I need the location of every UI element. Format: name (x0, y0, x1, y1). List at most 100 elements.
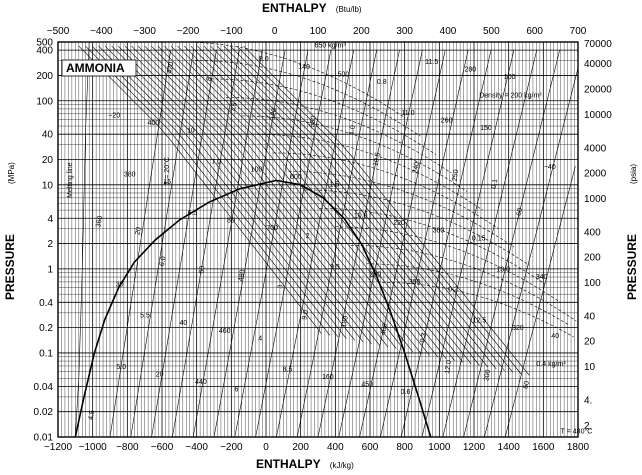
x-top-tick-label: −400 (90, 26, 113, 37)
curve-label: 9.0 (301, 310, 310, 321)
y-left-tick-label: 4 (47, 214, 53, 225)
curve-label: 0.2 (448, 287, 458, 294)
curve-label: 100 (251, 166, 263, 173)
curve-label: 250 (451, 169, 460, 182)
curve-label: 400 (148, 120, 160, 127)
y-left-tick-label: 0.01 (34, 433, 54, 444)
curve-label: 6.0 (159, 256, 168, 267)
isentrope-curve (151, 50, 217, 438)
saturated-liquid-line (74, 179, 277, 438)
curve-label: 8 (206, 77, 214, 82)
curve-label: 0.6 (401, 389, 411, 396)
curve-label: 40 (180, 320, 188, 327)
curve-label: 10 (187, 128, 195, 135)
y-left-tick-label: 200 (36, 71, 53, 82)
curve-label: 30 (116, 282, 124, 289)
curve-label: 180 (341, 315, 350, 328)
chart-title: AMMONIA (66, 61, 125, 75)
curve-label: 380 (124, 171, 136, 178)
y-left-tick-label: 100 (36, 96, 53, 107)
x-bottom-axis-title: ENTHALPY (256, 457, 321, 471)
x-top-tick-label: 0 (272, 26, 278, 37)
y-right-tick-label: 20 (584, 337, 596, 348)
isotherm-curve (190, 45, 464, 363)
x-top-axis-label: ENTHALPY (Btu/lb) (262, 1, 362, 15)
curve-label: 260 (441, 118, 453, 125)
curve-label: 200 (369, 271, 381, 278)
curve-label: 360 (95, 215, 104, 228)
x-top-tick-label: 400 (440, 26, 457, 37)
y-right-tick-label: 10000 (584, 110, 612, 121)
isochore-curve (257, 134, 483, 211)
curve-label: 300 (433, 228, 445, 235)
curve-label: 13.0 (496, 266, 510, 273)
isentrope-curve (380, 50, 469, 438)
curve-label: 400 (380, 323, 389, 336)
x-top-tick-label: −300 (133, 26, 156, 37)
isotherm-curve (216, 45, 497, 370)
y-right-axis-title: PRESSURE (625, 234, 639, 300)
curve-annotations: Density = 200 kg/m³ 650 kg/m³ 0.4 kg/m³ T =… (67, 43, 592, 436)
curve-label: Melting line (67, 162, 74, 198)
x-top-tick-label: 700 (570, 26, 587, 37)
isochore-curve (194, 60, 421, 137)
x-top-tick-label: 100 (310, 26, 327, 37)
grid (57, 41, 579, 438)
isotherm-curve (124, 45, 380, 346)
isentrope-curve (504, 166, 576, 438)
curve-label: 450 (361, 382, 373, 389)
isochore-curve (335, 226, 561, 303)
curve-label: 350 (409, 279, 421, 286)
isentrope-curve (400, 50, 492, 438)
y-left-tick-label: 40 (42, 130, 54, 141)
y-right-tick-label: 20000 (584, 85, 612, 96)
curve-label: 20 (156, 371, 164, 378)
curve-label: 3 (277, 284, 285, 289)
curve-label: 12.0 (444, 360, 453, 375)
y-right-tick-labels: 70000 40000 20000 10000 4000 2000 1000 400 200 10… (584, 39, 612, 432)
isochore-curve (304, 189, 530, 266)
isochore-curve (350, 245, 577, 322)
curve-label: 9.5 (330, 264, 340, 271)
curve-label: 8.0 (259, 56, 269, 63)
y-left-tick-label: 500 (36, 38, 53, 49)
x-top-tick-label: 600 (526, 26, 543, 37)
x-top-axis-unit: (Btu/lb) (336, 5, 362, 14)
x-top-tick-label: −500 (47, 26, 70, 37)
isochore-curve (226, 97, 452, 174)
x-top-tick-label: 300 (396, 26, 413, 37)
isochore-curve (272, 152, 499, 229)
curve-label: 11.0 (401, 110, 414, 117)
curve-label: 7.5 (230, 102, 239, 113)
isotherm-curve (111, 45, 364, 343)
curve-label: 8.5 (283, 366, 293, 373)
isochore-curve (382, 282, 574, 338)
x-bottom-tick-label: 1800 (567, 442, 590, 453)
curve-label: 440 (195, 379, 207, 386)
saturated-vapor-line (276, 179, 432, 438)
isotherm-curve (98, 45, 347, 339)
isentrope-curve (442, 50, 537, 438)
isotherm-curve (78, 45, 322, 334)
isotherm-curve (177, 45, 447, 359)
y-left-tick-label: 2 (47, 239, 53, 250)
y-left-tick-label: 1 (47, 264, 53, 275)
x-bottom-tick-label: −1200 (44, 442, 73, 453)
curve-label: 220 (393, 220, 405, 227)
isotherm-curve (131, 45, 389, 348)
x-bottom-axis-label: ENTHALPY (kJ/kg) (256, 457, 354, 471)
isotherm-curve (164, 45, 430, 356)
y-left-tick-label: 20 (42, 155, 54, 166)
curve-label: −40 (544, 164, 556, 171)
curve-label: 1.0 (348, 125, 357, 136)
isentrope-curve (421, 50, 515, 438)
isochore-curve (190, 41, 405, 118)
curve-label: 420 (166, 61, 175, 74)
isentrope-curve (213, 50, 286, 438)
curve-label: −20 (108, 113, 120, 120)
x-bottom-axis-unit: (kJ/kg) (330, 461, 354, 470)
isentrope-curve (130, 50, 194, 438)
curve-label: 60 (523, 380, 531, 389)
